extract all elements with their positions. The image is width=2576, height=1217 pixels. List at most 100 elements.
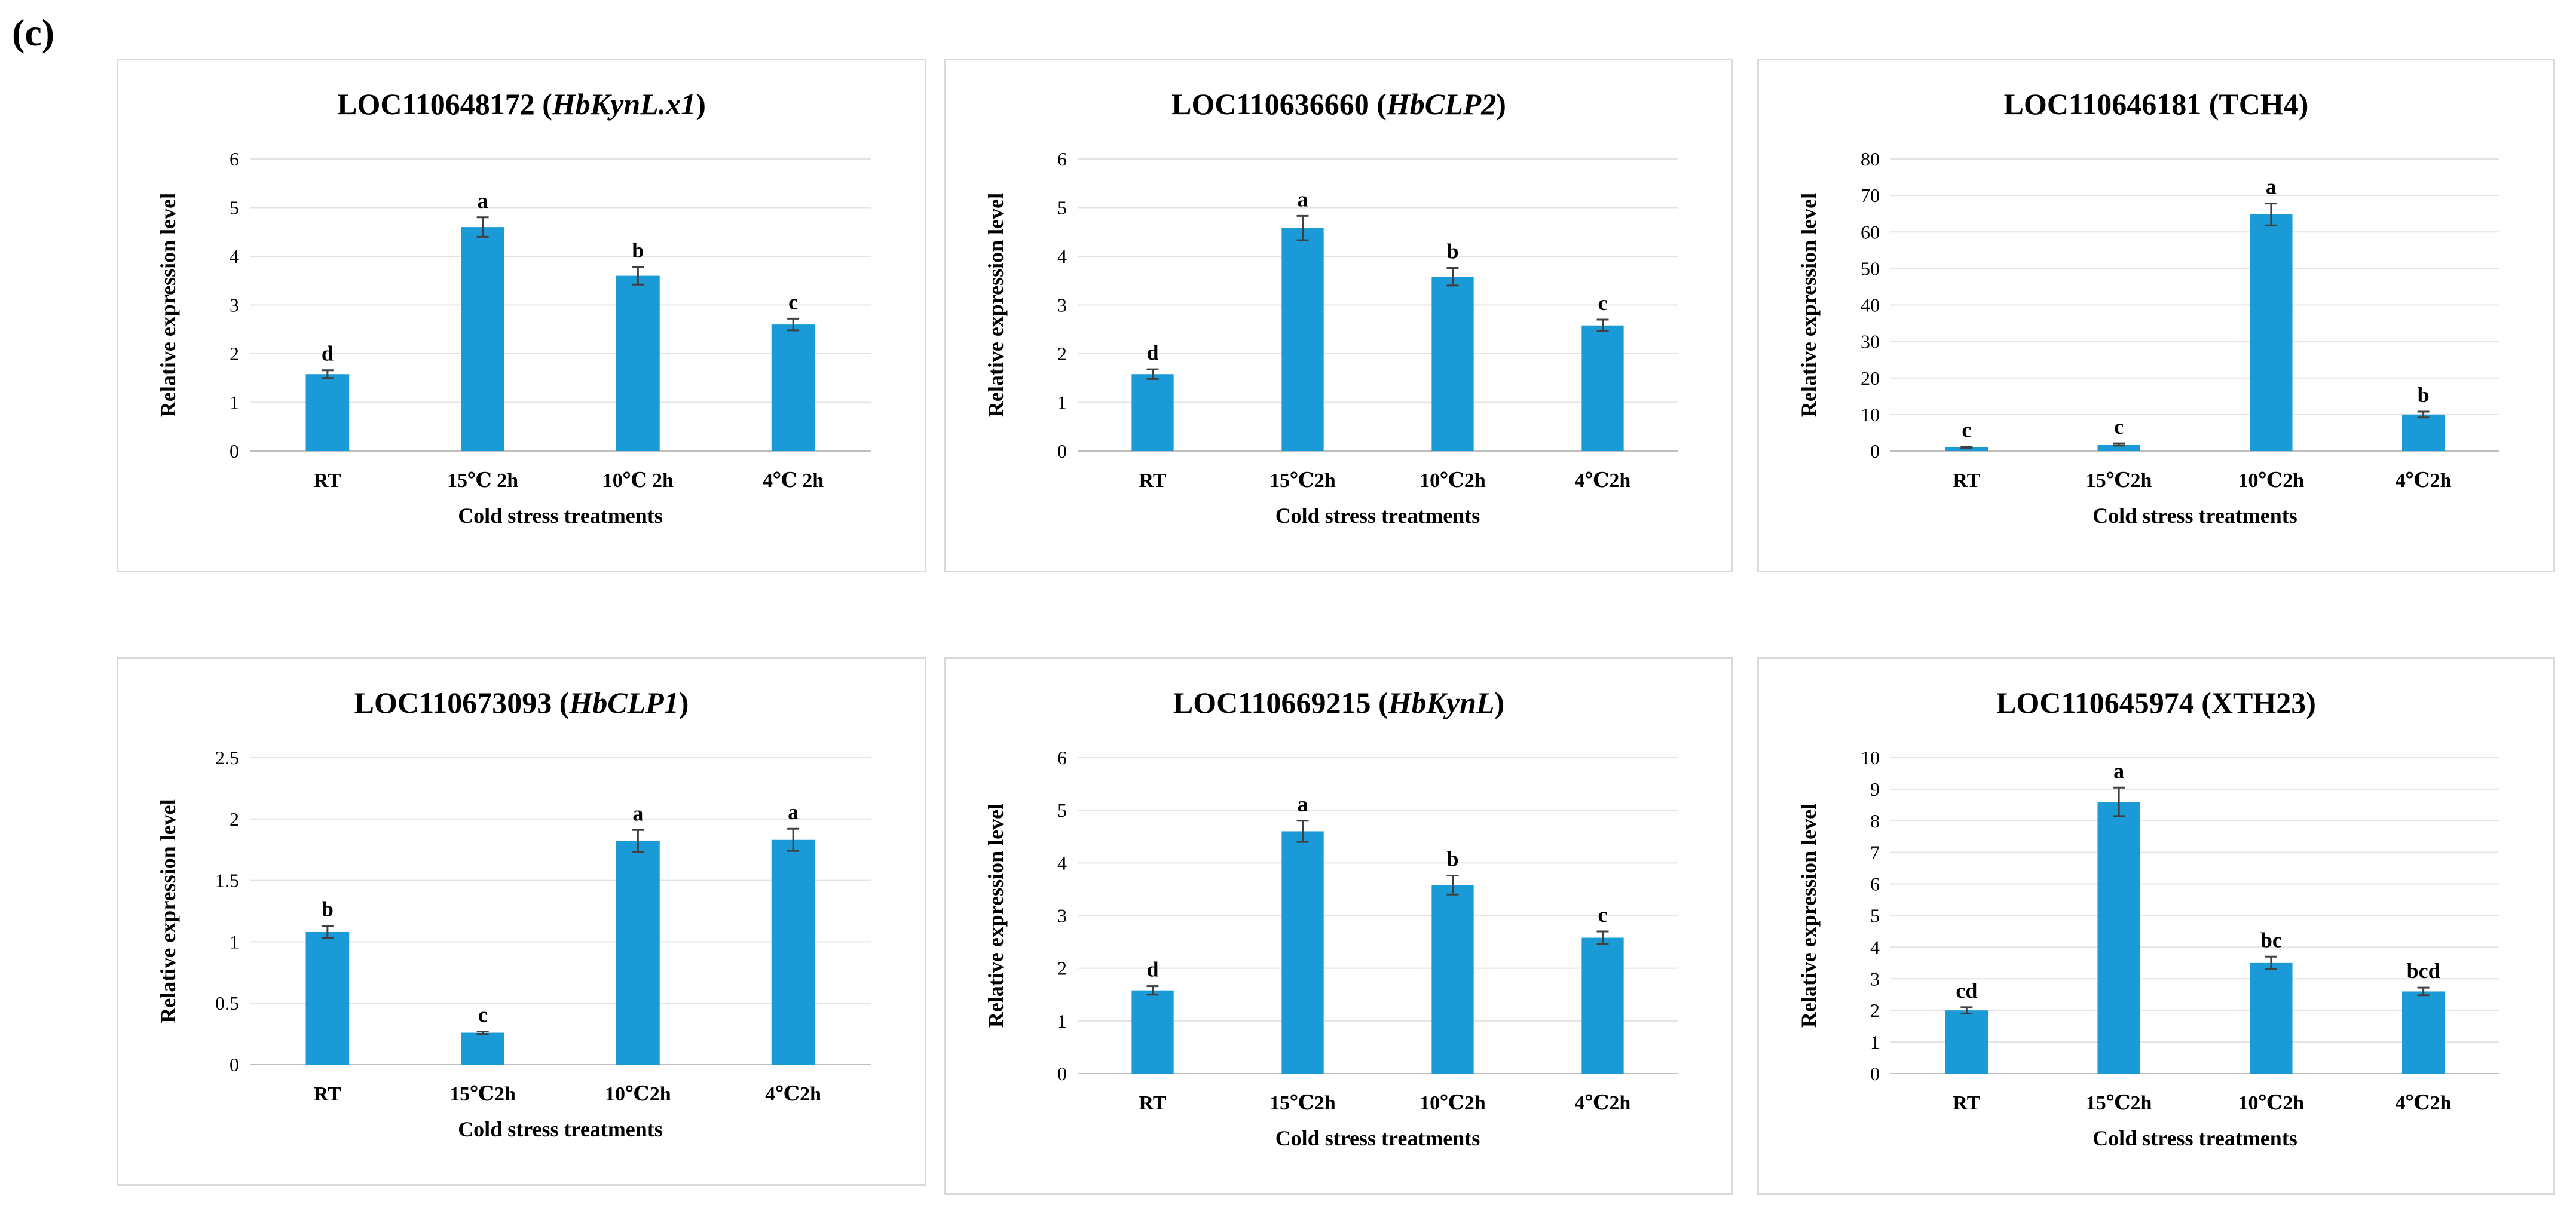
chart-title: LOC110646181 (TCH4) (2004, 87, 2309, 121)
y-tick-label: 50 (1861, 257, 1880, 279)
chart-xth23: LOC110645974 (XTH23) 0 1 2 3 4 5 6 7 8 9 10 cd RT a 15℃… (1757, 657, 2555, 1195)
bar (1581, 937, 1624, 1074)
y-tick-label: 0 (230, 1054, 239, 1075)
bar (1131, 990, 1174, 1074)
y-tick-label: 1 (230, 392, 239, 413)
y-tick-label: 0 (230, 440, 239, 462)
x-tick-label: 4℃2h (1575, 1092, 1631, 1114)
y-tick-label: 80 (1861, 148, 1880, 170)
chart-svg: LOC110648172 (HbKynL.x1) 0 1 2 3 4 5 6 d RT a 15℃ 2… (156, 87, 871, 528)
significance-letter: a (2266, 175, 2277, 199)
y-tick-label: 2 (1870, 1000, 1880, 1021)
chart-tch4: LOC110646181 (TCH4) 0 10 20 30 40 50 60 70 80 c RT c… (1757, 59, 2555, 572)
chart-title-part: LOC110646181 (TCH4) (2004, 87, 2309, 121)
significance-letter: a (2113, 759, 2124, 783)
chart-title-part: LOC110673093 ( (354, 686, 570, 719)
bar (2401, 991, 2445, 1074)
y-tick-label: 5 (1057, 197, 1067, 219)
y-axis-label: Relative expression level (1797, 804, 1821, 1028)
x-tick-label: 15℃2h (1269, 470, 1336, 492)
significance-letter: b (632, 238, 644, 262)
significance-letter: a (1298, 792, 1308, 816)
x-axis-label: Cold stress treatments (1275, 504, 1480, 528)
x-tick-label: 15℃2h (1269, 1092, 1336, 1114)
bar (2250, 214, 2293, 451)
significance-letter: b (2418, 383, 2430, 407)
chart-title: LOC110673093 (HbCLP1) (354, 686, 689, 719)
significance-letter: b (1446, 847, 1458, 870)
panel-label: (c) (12, 11, 55, 54)
significance-letter: a (788, 800, 799, 824)
bar (2097, 444, 2140, 451)
bar (461, 227, 504, 451)
y-tick-label: 3 (1057, 905, 1067, 927)
y-tick-label: 1.5 (215, 870, 239, 891)
y-tick-label: 2.5 (215, 747, 239, 768)
chart-title-part: LOC110645974 (XTH23) (1996, 686, 2316, 719)
y-tick-label: 2 (1057, 343, 1067, 364)
bar (305, 931, 350, 1065)
x-tick-label: 15℃2h (2086, 1092, 2152, 1114)
y-tick-label: 40 (1861, 295, 1880, 316)
significance-letter: bcd (2407, 959, 2440, 983)
x-tick-label: 10℃2h (2238, 470, 2305, 492)
y-tick-label: 8 (1870, 810, 1880, 832)
chart-hbkynl: LOC110669215 (HbKynL) 0 1 2 3 4 5 6 d RT a 15℃2h b 10… (944, 657, 1733, 1195)
y-tick-label: 3 (1057, 295, 1067, 316)
y-tick-label: 6 (1870, 873, 1880, 895)
x-tick-label: 4℃2h (2396, 1092, 2452, 1114)
chart-title-part: HbKynL.x1 (552, 87, 696, 121)
x-axis-label: Cold stress treatments (458, 504, 663, 528)
bar (1431, 277, 1474, 451)
y-tick-label: 6 (1057, 747, 1067, 768)
x-axis-label: Cold stress treatments (458, 1117, 663, 1141)
chart-title: LOC110669215 (HbKynL) (1173, 686, 1504, 719)
y-tick-label: 1 (1870, 1031, 1880, 1053)
significance-letter: a (632, 801, 643, 825)
y-tick-label: 4 (1057, 852, 1067, 873)
y-tick-label: 5 (230, 197, 239, 219)
y-tick-label: 10 (1861, 747, 1880, 768)
chart-title: LOC110648172 (HbKynL.x1) (337, 87, 706, 121)
chart-title-part: HbCLP2 (1386, 87, 1496, 121)
y-tick-label: 0 (1057, 440, 1067, 462)
chart-title-part: LOC110636660 ( (1171, 87, 1387, 121)
significance-letter: b (322, 897, 334, 921)
chart-svg: LOC110646181 (TCH4) 0 10 20 30 40 50 60 70 80 c RT c… (1797, 87, 2499, 528)
x-tick-label: RT (314, 1083, 341, 1105)
significance-letter: c (478, 1003, 488, 1026)
chart-hbkynl-x1: LOC110648172 (HbKynL.x1) 0 1 2 3 4 5 6 d RT a 15℃ 2… (117, 59, 926, 572)
chart-title-part: HbKynL (1388, 686, 1495, 719)
bar (1281, 228, 1324, 451)
x-tick-label: RT (1953, 470, 1980, 492)
bar (2250, 962, 2293, 1074)
bar (1945, 1010, 1988, 1074)
significance-letter: d (1146, 958, 1158, 982)
y-tick-label: 9 (1870, 778, 1880, 800)
chart-svg: LOC110645974 (XTH23) 0 1 2 3 4 5 6 7 8 9 10 cd RT a 15℃… (1797, 686, 2499, 1150)
y-tick-label: 0 (1870, 1063, 1880, 1084)
chart-title-part: ) (1494, 686, 1504, 719)
chart-svg: LOC110636660 (HbCLP2) 0 1 2 3 4 5 6 d RT a 15℃2h b 10… (984, 87, 1678, 528)
y-tick-label: 70 (1861, 185, 1880, 206)
x-axis-label: Cold stress treatments (2092, 1126, 2297, 1150)
x-tick-label: RT (1139, 470, 1166, 492)
x-tick-label: 15℃ 2h (447, 470, 518, 492)
bar (305, 374, 350, 451)
y-tick-label: 60 (1861, 221, 1880, 243)
y-axis-label: Relative expression level (984, 804, 1008, 1028)
x-tick-label: RT (1953, 1092, 1980, 1114)
chart-title-part: ) (1496, 87, 1506, 121)
y-tick-label: 4 (1057, 246, 1067, 267)
significance-letter: a (478, 189, 488, 213)
y-tick-label: 4 (1870, 936, 1880, 958)
y-tick-label: 6 (1057, 148, 1067, 170)
y-tick-label: 10 (1861, 404, 1880, 425)
x-tick-label: RT (314, 470, 341, 492)
y-tick-label: 0 (1057, 1063, 1067, 1084)
significance-letter: c (2114, 415, 2124, 439)
y-tick-label: 1 (1057, 392, 1067, 413)
bar (771, 324, 815, 451)
chart-title-part: ) (679, 686, 689, 719)
y-axis-label: Relative expression level (156, 193, 180, 417)
